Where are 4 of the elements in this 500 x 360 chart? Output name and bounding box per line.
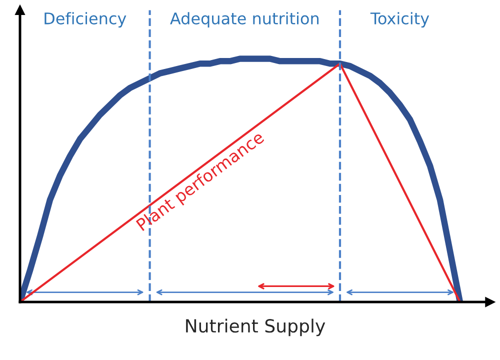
x-axis-title: Nutrient Supply <box>186 318 326 336</box>
text: Toxicity <box>370 12 430 28</box>
text: Adequate nutrition <box>170 12 319 28</box>
text: Deficiency <box>44 12 126 28</box>
